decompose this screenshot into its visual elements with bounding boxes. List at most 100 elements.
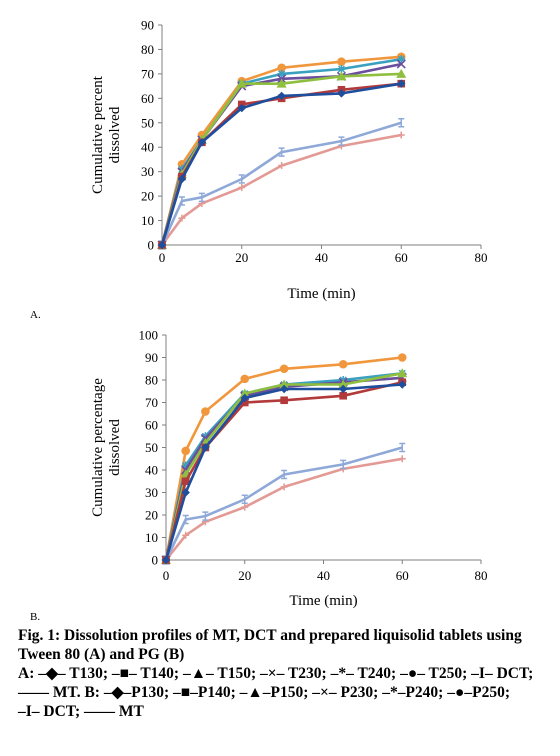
y-tick-label: 90 xyxy=(141,18,154,33)
x-tick-label: 20 xyxy=(238,568,251,583)
data-point-dct xyxy=(182,514,189,525)
data-point-t150 xyxy=(336,71,347,81)
data-point-p140 xyxy=(339,391,347,400)
x-tick-label: 80 xyxy=(475,568,488,583)
data-point-t130 xyxy=(337,89,346,98)
data-point-t230 xyxy=(396,59,406,69)
data-point-p130 xyxy=(181,488,190,497)
y-tick-label: 0 xyxy=(148,238,155,253)
data-point-dct xyxy=(278,147,285,157)
data-point-p140 xyxy=(240,398,249,407)
data-point-t240 xyxy=(277,69,286,78)
x-tick-label: 20 xyxy=(235,250,248,265)
y-tick-label: 60 xyxy=(141,91,154,106)
y-axis-label-line: dissolved xyxy=(107,419,123,476)
data-point-dct xyxy=(178,196,185,206)
data-point-p250 xyxy=(181,446,190,456)
data-point-t150 xyxy=(396,68,407,78)
x-tick-label: 60 xyxy=(395,250,408,265)
y-tick-label: 70 xyxy=(145,395,158,410)
series-line-p230 xyxy=(164,376,403,561)
y-axis-label-line: Cumulative percentage xyxy=(90,378,106,517)
data-point-dct xyxy=(198,192,205,203)
data-point-p140 xyxy=(181,477,190,486)
y-tick-label: 30 xyxy=(145,485,158,500)
legend-entry: –■–P140; xyxy=(173,684,236,701)
y-axis-label-line: Cumulative percent xyxy=(90,75,106,194)
y-axis-label: Cumulative percentagedissolved xyxy=(90,378,123,517)
data-point-p150 xyxy=(239,388,250,398)
x-tick-label: 40 xyxy=(315,250,328,265)
data-point-mt xyxy=(398,455,406,463)
legend-entry: –●–P250; xyxy=(447,684,510,701)
data-point-p130 xyxy=(398,380,407,389)
data-point-mt xyxy=(178,214,186,222)
caption-title: Fig. 1: Dissolution profiles of MT, DCT … xyxy=(18,627,522,663)
data-point-p150 xyxy=(279,379,290,389)
y-tick-label: 80 xyxy=(141,42,154,57)
data-point-t250 xyxy=(277,63,286,73)
data-point-t240 xyxy=(337,65,346,73)
data-point-p250 xyxy=(338,359,348,369)
data-point-dct xyxy=(202,511,209,521)
data-point-t130 xyxy=(277,91,286,101)
data-point-p250 xyxy=(201,407,210,416)
data-point-t130 xyxy=(237,103,246,113)
y-tick-label: 80 xyxy=(145,373,158,388)
y-tick-label: 30 xyxy=(141,164,154,179)
legend-entry: –■– T140; xyxy=(111,665,180,682)
data-point-t240 xyxy=(397,55,406,64)
data-point-dct xyxy=(340,459,347,470)
data-point-dct xyxy=(398,118,405,128)
y-tick-label: 40 xyxy=(141,140,154,155)
y-tick-label: 40 xyxy=(145,463,158,478)
data-point-t130 xyxy=(397,79,406,88)
legend-entry: –▲– T150; xyxy=(182,665,257,682)
data-point-dct xyxy=(281,469,288,480)
data-point-t150 xyxy=(276,78,287,88)
x-tick-label: 0 xyxy=(163,568,170,583)
data-point-p250 xyxy=(397,353,407,362)
x-axis-label: Time (min) xyxy=(287,286,355,302)
data-point-t130 xyxy=(157,240,167,250)
legend-entry: A: –◆– T130; xyxy=(18,665,108,682)
figure-caption: Fig. 1: Dissolution profiles of MT, DCT … xyxy=(18,626,548,721)
data-point-t250 xyxy=(337,57,346,66)
caption-legend: A: –◆– T130; –■– T140; –▲– T150; –×– T23… xyxy=(18,664,548,721)
x-tick-label: 40 xyxy=(317,568,330,583)
y-tick-label: 0 xyxy=(152,553,159,568)
data-point-t130 xyxy=(177,174,187,184)
legend-entry: —— MT xyxy=(84,703,144,720)
data-point-p140 xyxy=(280,396,288,405)
data-point-p240 xyxy=(181,461,190,470)
data-point-p240 xyxy=(201,432,210,441)
data-point-p250 xyxy=(240,374,250,384)
data-point-mt xyxy=(397,131,405,139)
legend-entry: –*–P240; xyxy=(382,684,444,701)
data-point-p250 xyxy=(279,364,289,374)
dissolution-charts: 0 10 20 30 40 50 60 70 80 90 0 20 40 60 80 Time (min) Cu… xyxy=(30,18,488,621)
y-tick-label: 10 xyxy=(145,530,158,545)
data-point-mt xyxy=(182,531,190,539)
y-tick-label: 60 xyxy=(145,418,158,433)
data-point-p130 xyxy=(279,384,289,394)
data-point-p130 xyxy=(338,384,348,394)
y-tick-label: 100 xyxy=(139,328,159,343)
data-point-mt xyxy=(280,483,288,491)
y-tick-label: 50 xyxy=(141,115,154,130)
legend-entry: –*– T240; xyxy=(330,665,397,682)
legend-entry: –▲–P150; xyxy=(239,684,309,701)
y-axis-label: Cumulative percentdissolved xyxy=(90,75,123,194)
y-tick-label: 20 xyxy=(145,508,158,523)
data-point-p130 xyxy=(240,393,249,403)
x-axis-label: Time (min) xyxy=(289,593,357,609)
data-point-dct xyxy=(241,494,248,504)
data-point-p150 xyxy=(338,379,349,389)
data-point-dct xyxy=(399,442,406,453)
y-tick-label: 50 xyxy=(145,440,158,455)
panel-label: A. xyxy=(30,309,41,321)
legend-entry: –I– DCT; xyxy=(471,665,534,682)
data-point-t150 xyxy=(236,78,247,88)
y-tick-label: 10 xyxy=(141,213,154,228)
data-point-p130 xyxy=(201,443,210,452)
